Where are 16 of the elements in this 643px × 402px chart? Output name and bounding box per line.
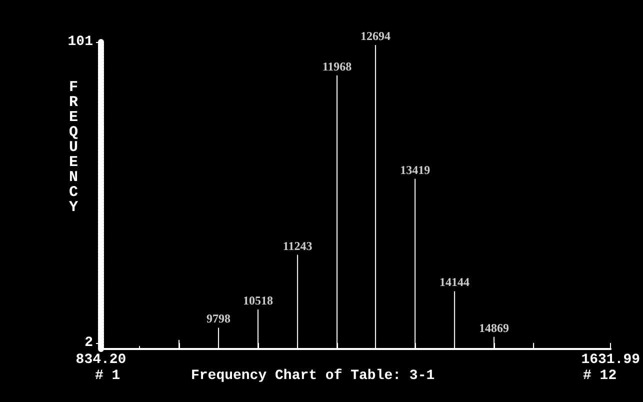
annotation: 13419 xyxy=(400,162,430,177)
annotation: 14869 xyxy=(479,320,510,335)
x-tick-label: 834.20 xyxy=(76,352,126,368)
annotation: 10518 xyxy=(243,293,274,308)
y-tick-label: 101 xyxy=(68,34,93,50)
text: FREQUENCY xyxy=(69,79,78,216)
text: # 12 xyxy=(583,368,617,384)
x-tick-label: 1631.99 xyxy=(581,352,640,368)
annotation: 11968 xyxy=(322,59,352,74)
text: # 1 xyxy=(95,368,120,384)
annotation: 12694 xyxy=(360,29,391,44)
annotation: 9798 xyxy=(206,312,231,326)
y-tick-label: 2 xyxy=(84,334,93,351)
annotation: 11243 xyxy=(282,238,312,253)
text: Frequency Chart of Table: 3-1 xyxy=(191,368,435,384)
annotation: 14144 xyxy=(440,275,470,290)
